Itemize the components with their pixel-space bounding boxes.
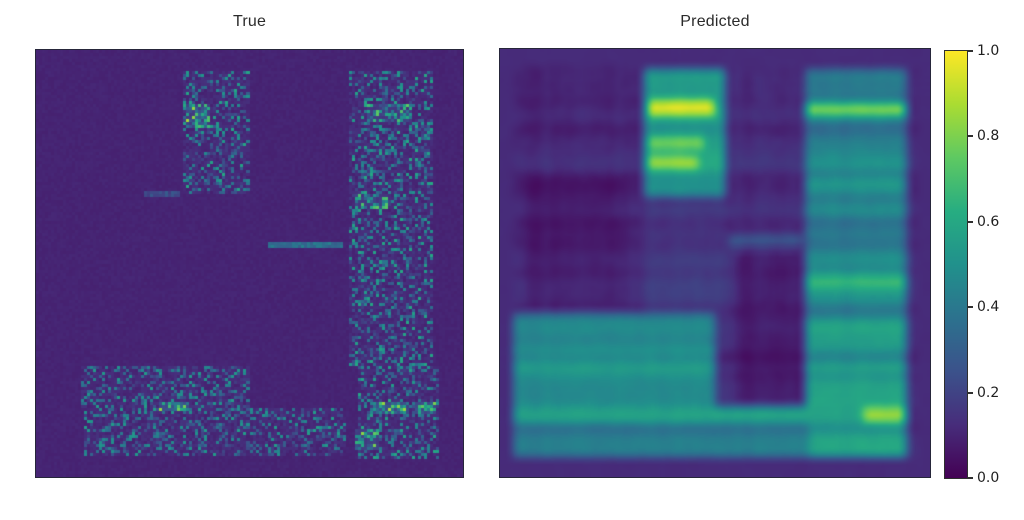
colorbar: 1.0 0.8 0.6 0.4 0.2 0.0 <box>944 43 1024 486</box>
predicted-plot-title: Predicted <box>680 13 750 30</box>
true-heatmap <box>35 49 464 478</box>
true-plot-title: True <box>232 13 267 30</box>
colorbar-tick-label: 0.8 <box>977 128 1000 145</box>
colorbar-tick-mark <box>968 477 973 479</box>
predicted-heatmap <box>499 48 931 478</box>
colorbar-tick-label: 1.0 <box>977 43 1000 59</box>
colorbar-tick-label: 0.4 <box>977 299 1000 316</box>
colorbar-tick-label: 0.2 <box>977 384 1000 401</box>
colorbar-tick-label: 0.6 <box>977 213 1000 230</box>
colorbar-tick-mark <box>968 50 973 52</box>
colorbar-tick-mark <box>968 391 973 394</box>
colorbar-tick-mark <box>968 220 973 223</box>
colorbar-gradient <box>944 50 968 479</box>
colorbar-tick-label: 0.0 <box>977 470 1000 486</box>
colorbar-tick-mark <box>968 306 973 309</box>
colorbar-tick-mark <box>968 135 973 138</box>
